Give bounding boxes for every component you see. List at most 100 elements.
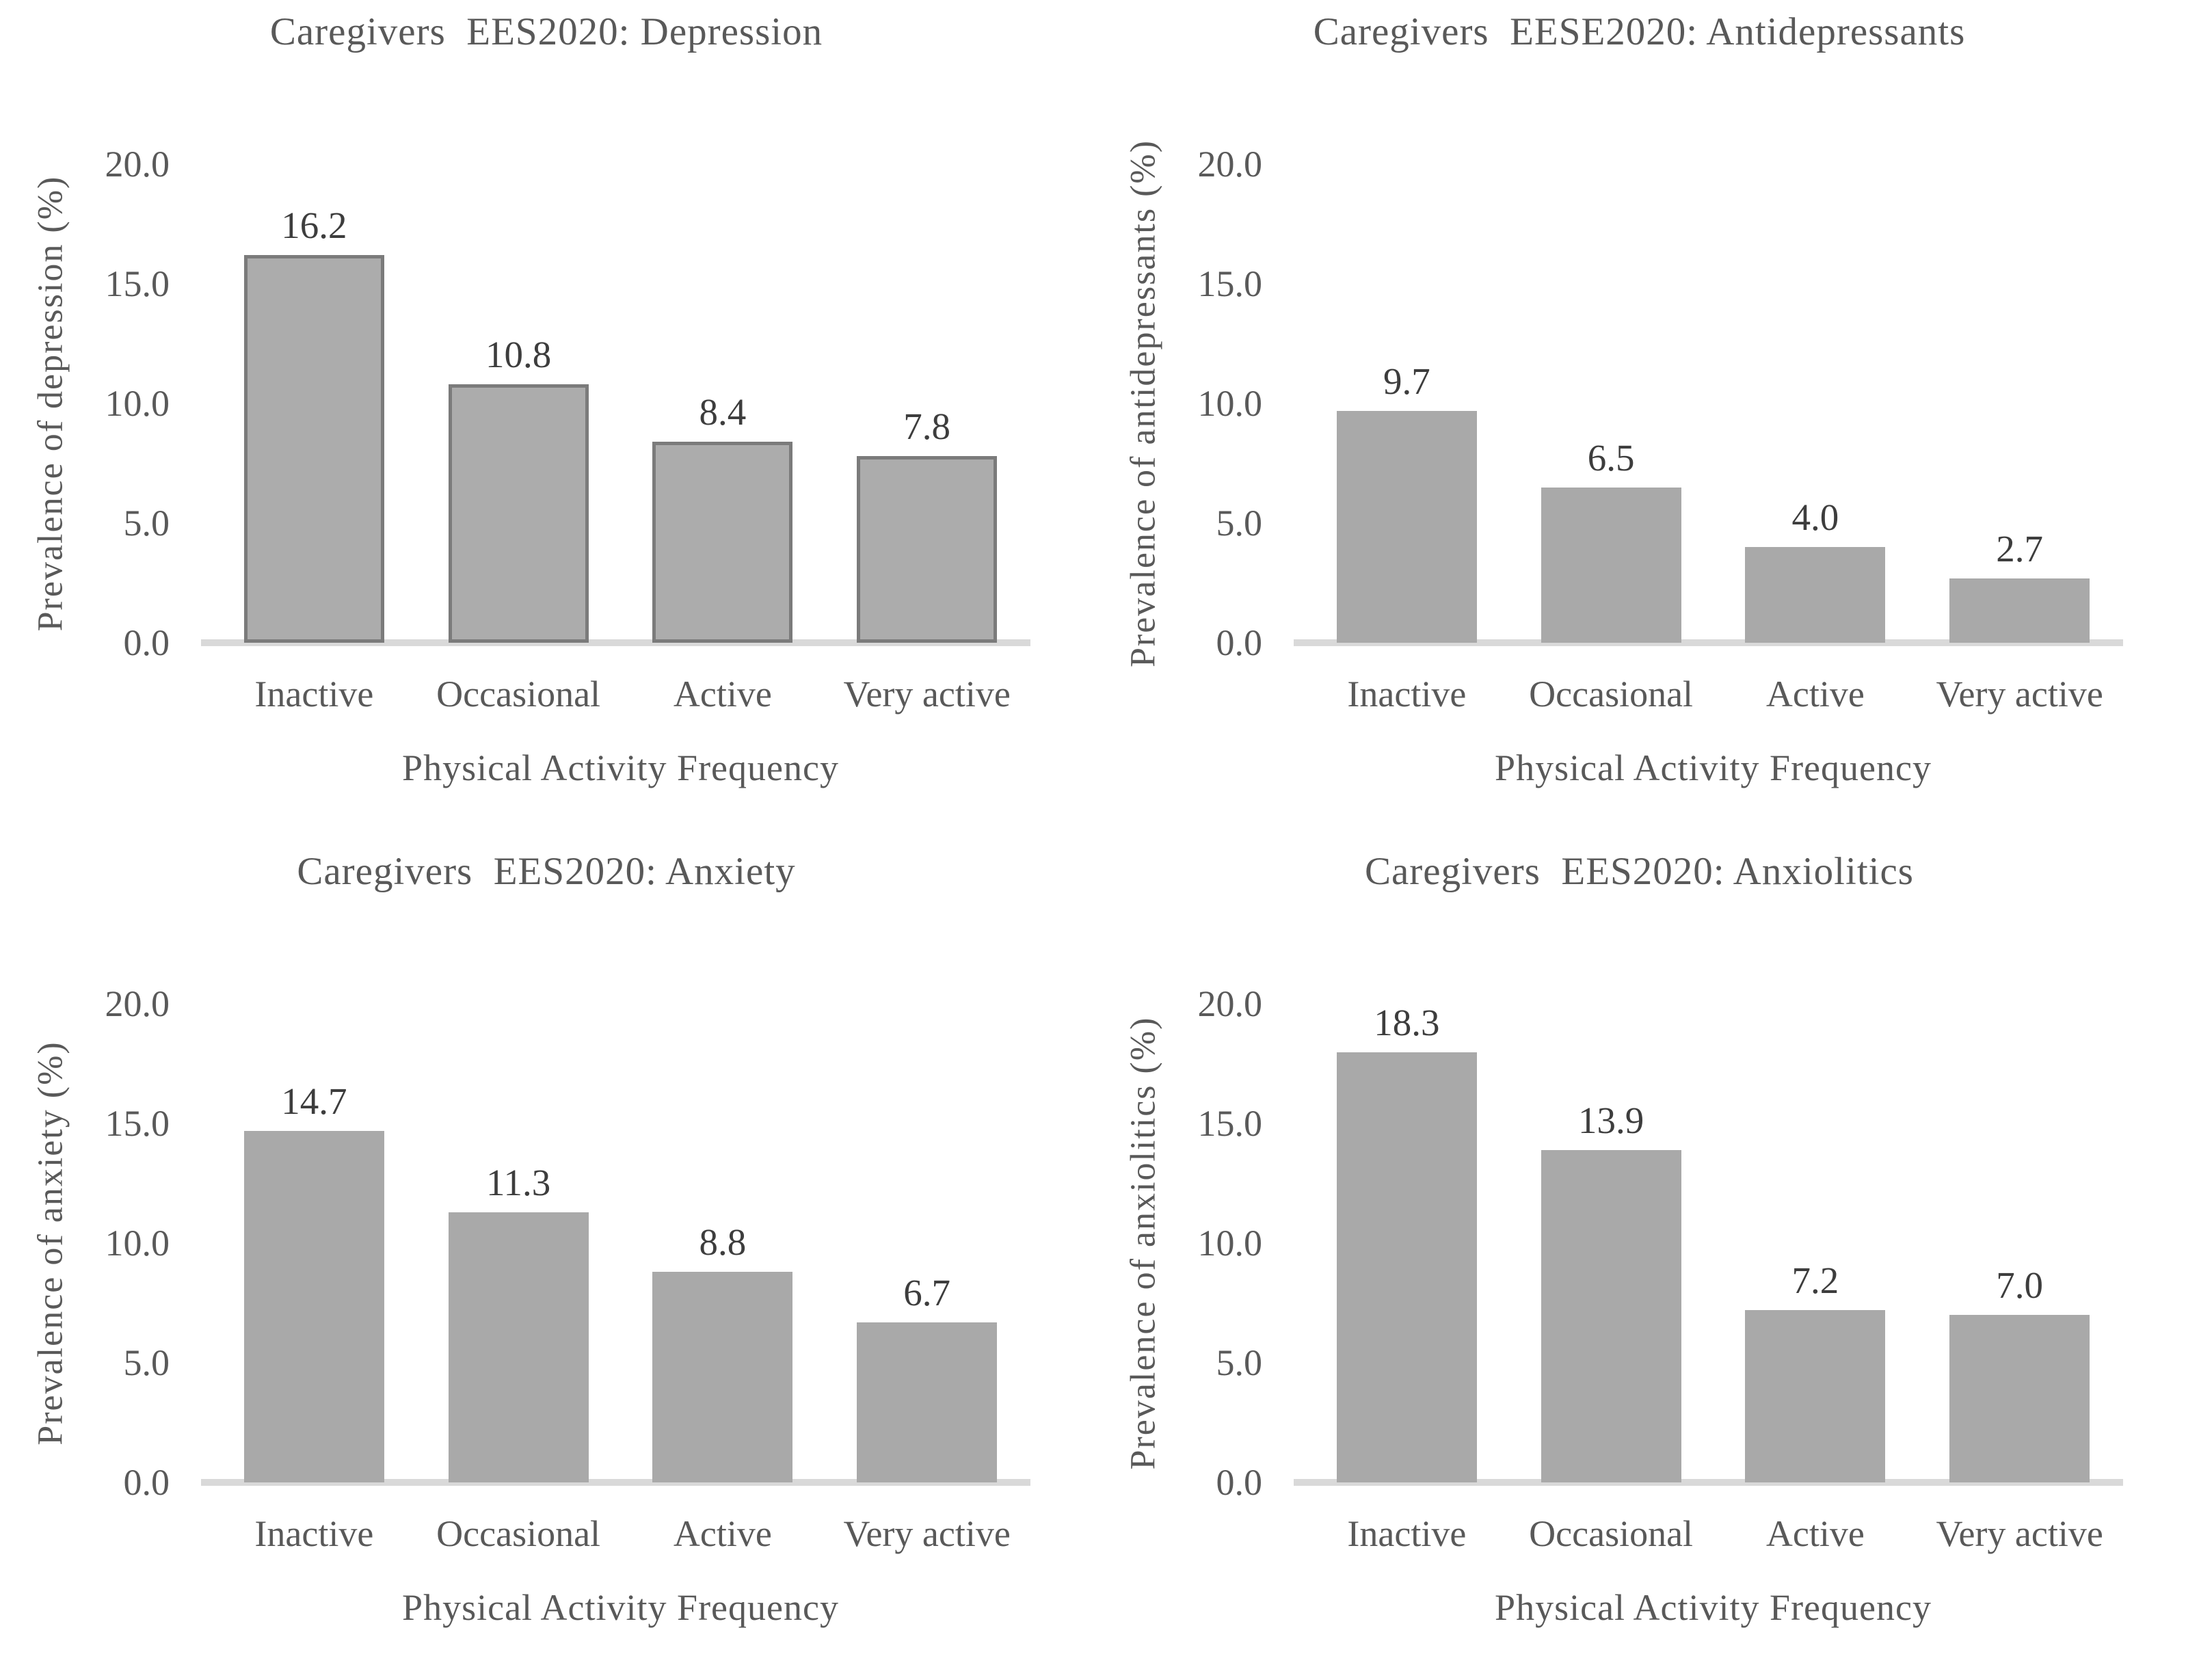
y-tick-label: 15.0 — [1197, 263, 1263, 304]
y-tick-label: 15.0 — [105, 1103, 170, 1144]
bar — [857, 456, 998, 643]
bar-slot: 8.4 — [621, 164, 825, 643]
bar-value-label: 16.2 — [281, 204, 347, 246]
bar-value-label: 9.7 — [1383, 360, 1430, 402]
category-axis: Inactive Occasional Active Very active — [1305, 673, 2122, 715]
bars: 16.2 10.8 8.4 7.8 — [212, 164, 1029, 643]
category-label: Very active — [1936, 674, 2103, 715]
bar-slot: 7.0 — [1917, 1004, 2122, 1482]
bar — [1541, 487, 1681, 643]
bar-value-label: 7.8 — [903, 405, 950, 447]
bars: 9.7 6.5 4.0 2.7 — [1305, 164, 2122, 643]
category-axis: Inactive Occasional Active Very active — [212, 1512, 1029, 1555]
bar-slot: 14.7 — [212, 1004, 416, 1482]
chart-title: Caregivers EESE2020: Antidepressants — [1313, 10, 1966, 53]
y-tick-label: 5.0 — [123, 503, 170, 544]
y-tick-label: 0.0 — [123, 1462, 170, 1503]
bar-value-label: 10.8 — [485, 334, 552, 375]
y-axis: 0.0 5.0 10.0 15.0 20.0 — [1093, 146, 1268, 661]
y-tick-label: 15.0 — [1197, 1103, 1263, 1144]
bar-value-label: 2.7 — [1996, 527, 2043, 570]
y-tick-label: 0.0 — [123, 622, 170, 663]
category-label: Active — [673, 1513, 772, 1554]
bar — [448, 1212, 589, 1482]
bars: 14.7 11.3 8.8 6.7 — [212, 1004, 1029, 1482]
y-tick-label: 5.0 — [1216, 503, 1263, 544]
x-axis-title: Physical Activity Frequency — [402, 747, 839, 788]
bar-slot: 2.7 — [1917, 164, 2122, 643]
bar-slot: 8.8 — [621, 1004, 825, 1482]
bar — [1745, 547, 1886, 643]
bar-value-label: 8.8 — [699, 1221, 747, 1263]
bar-slot: 13.9 — [1509, 1004, 1714, 1482]
bar-value-label: 14.7 — [281, 1080, 347, 1122]
x-axis-line — [201, 639, 1030, 646]
y-tick-label: 15.0 — [105, 263, 170, 304]
x-axis-title: Physical Activity Frequency — [402, 1587, 839, 1628]
y-tick-label: 0.0 — [1216, 1462, 1263, 1503]
chart-antidepressants: Caregivers EESE2020: Antidepressants Pre… — [1093, 0, 2186, 840]
bar-slot: 6.7 — [825, 1004, 1029, 1482]
y-axis: 0.0 5.0 10.0 15.0 20.0 — [0, 985, 175, 1501]
bar — [243, 255, 384, 643]
bars: 18.3 13.9 7.2 7.0 — [1305, 1004, 2122, 1482]
plot-area: 16.2 10.8 8.4 7.8 — [201, 164, 1030, 646]
bar — [1949, 578, 2090, 643]
x-axis-line — [201, 1479, 1030, 1486]
category-label: Very active — [843, 1513, 1011, 1554]
y-axis: 0.0 5.0 10.0 15.0 20.0 — [1093, 985, 1268, 1501]
bar-value-label: 4.0 — [1791, 496, 1839, 538]
y-tick-label: 5.0 — [123, 1342, 170, 1383]
category-label: Active — [673, 674, 772, 715]
bar-value-label: 8.4 — [699, 391, 747, 433]
bar-slot: 7.2 — [1714, 1004, 1918, 1482]
bar — [243, 1130, 384, 1482]
bar — [1336, 410, 1477, 643]
bar-value-label: 7.0 — [1996, 1264, 2043, 1306]
bar-slot: 16.2 — [212, 164, 416, 643]
bar-slot: 4.0 — [1714, 164, 1918, 643]
category-label: Inactive — [254, 674, 374, 715]
bar-slot: 7.8 — [825, 164, 1029, 643]
bar — [652, 1272, 793, 1482]
bar-slot: 18.3 — [1305, 1004, 1509, 1482]
y-tick-label: 5.0 — [1216, 1342, 1263, 1383]
y-tick-label: 20.0 — [105, 983, 170, 1024]
category-axis: Inactive Occasional Active Very active — [1305, 1512, 2122, 1555]
y-tick-label: 20.0 — [105, 144, 170, 185]
bar-value-label: 13.9 — [1578, 1099, 1644, 1141]
bar-slot: 10.8 — [416, 164, 621, 643]
bar — [857, 1322, 998, 1482]
bar — [652, 442, 793, 643]
category-axis: Inactive Occasional Active Very active — [212, 673, 1029, 715]
category-label: Very active — [843, 674, 1011, 715]
plot-area: 9.7 6.5 4.0 2.7 — [1294, 164, 2123, 646]
chart-title: Caregivers EES2020: Anxiolitics — [1364, 850, 1914, 893]
bar-value-label: 6.5 — [1587, 436, 1635, 479]
bar-value-label: 11.3 — [486, 1161, 551, 1203]
bar — [1949, 1315, 2090, 1482]
y-tick-label: 20.0 — [1197, 983, 1263, 1024]
chart-title: Caregivers EES2020: Depression — [269, 10, 823, 53]
category-label: Occasional — [1529, 674, 1694, 715]
x-axis-line — [1294, 1479, 2123, 1486]
category-label: Occasional — [436, 674, 601, 715]
category-label: Occasional — [1529, 1513, 1694, 1554]
y-tick-label: 10.0 — [1197, 1223, 1263, 1264]
category-label: Inactive — [1347, 674, 1467, 715]
bar-slot: 6.5 — [1509, 164, 1714, 643]
category-label: Inactive — [254, 1513, 374, 1554]
bar-slot: 11.3 — [416, 1004, 621, 1482]
chart-anxiolitics: Caregivers EES2020: Anxiolitics Prevalen… — [1093, 840, 2186, 1680]
y-tick-label: 10.0 — [1197, 383, 1263, 424]
y-tick-label: 0.0 — [1216, 622, 1263, 663]
bar — [1541, 1149, 1681, 1482]
category-label: Active — [1765, 1513, 1865, 1554]
category-label: Very active — [1936, 1513, 2103, 1554]
plot-area: 18.3 13.9 7.2 7.0 — [1294, 1004, 2123, 1486]
category-label: Inactive — [1347, 1513, 1467, 1554]
y-tick-label: 10.0 — [105, 383, 170, 424]
y-tick-label: 20.0 — [1197, 144, 1263, 185]
